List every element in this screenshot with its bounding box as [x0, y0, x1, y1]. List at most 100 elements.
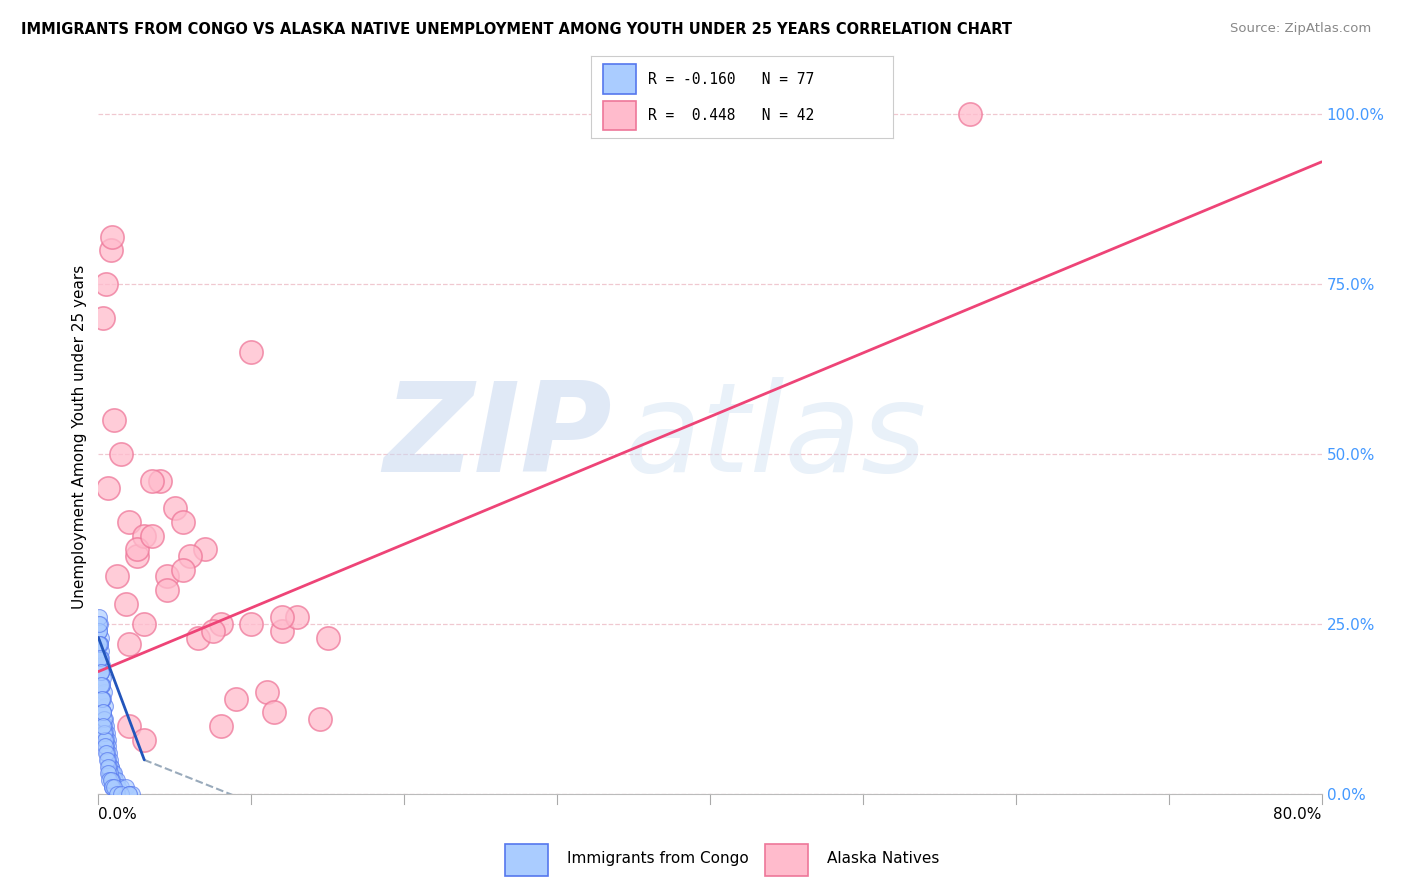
- Point: [93, 685, 115, 699]
- Point: [101, 766, 124, 780]
- Point: [97, 732, 120, 747]
- Point: [93, 698, 115, 713]
- Text: ZIP: ZIP: [384, 376, 612, 498]
- Point: [91, 671, 114, 685]
- Point: [97, 766, 120, 780]
- Point: [118, 637, 141, 651]
- Point: [89, 637, 111, 651]
- Point: [90, 665, 112, 679]
- Point: [98, 773, 121, 788]
- Text: R = -0.160   N = 77: R = -0.160 N = 77: [648, 71, 814, 87]
- Text: atlas: atlas: [624, 376, 927, 498]
- Point: [110, 787, 132, 801]
- Point: [98, 766, 121, 780]
- Point: [94, 277, 117, 292]
- Point: [134, 617, 156, 632]
- Point: [103, 780, 125, 794]
- FancyBboxPatch shape: [603, 64, 636, 94]
- Point: [93, 719, 115, 733]
- Point: [94, 712, 117, 726]
- Point: [89, 624, 111, 638]
- Point: [91, 691, 114, 706]
- Point: [121, 787, 143, 801]
- Point: [256, 685, 278, 699]
- Point: [100, 760, 122, 774]
- Point: [93, 725, 115, 739]
- Point: [97, 760, 120, 774]
- Point: [96, 739, 118, 754]
- Text: 0.0%: 0.0%: [98, 807, 138, 822]
- FancyBboxPatch shape: [505, 844, 548, 876]
- Point: [959, 107, 981, 121]
- Point: [91, 706, 114, 720]
- Point: [89, 651, 111, 665]
- Point: [118, 787, 141, 801]
- Point: [285, 610, 308, 624]
- Point: [115, 597, 138, 611]
- Y-axis label: Unemployment Among Youth under 25 years: Unemployment Among Youth under 25 years: [72, 265, 87, 609]
- Point: [91, 657, 114, 672]
- Point: [163, 501, 186, 516]
- Point: [94, 732, 117, 747]
- Point: [149, 475, 172, 489]
- Point: [134, 528, 156, 542]
- Point: [202, 624, 225, 638]
- Point: [118, 787, 141, 801]
- Point: [309, 712, 332, 726]
- Point: [100, 773, 122, 788]
- Point: [94, 746, 117, 760]
- Point: [118, 719, 141, 733]
- Point: [125, 549, 148, 563]
- Point: [101, 780, 124, 794]
- Text: Alaska Natives: Alaska Natives: [827, 851, 939, 866]
- Point: [87, 617, 110, 632]
- Point: [90, 631, 112, 645]
- Point: [90, 665, 112, 679]
- Point: [90, 644, 112, 658]
- Text: Source: ZipAtlas.com: Source: ZipAtlas.com: [1230, 22, 1371, 36]
- Point: [134, 732, 156, 747]
- Point: [103, 780, 125, 794]
- Point: [90, 678, 112, 692]
- Point: [93, 712, 115, 726]
- Point: [89, 637, 111, 651]
- Point: [97, 739, 120, 754]
- Point: [98, 746, 121, 760]
- Point: [209, 617, 232, 632]
- Point: [110, 447, 132, 461]
- Point: [101, 229, 124, 244]
- Point: [91, 691, 114, 706]
- Point: [89, 617, 111, 632]
- Point: [156, 569, 179, 583]
- Point: [156, 582, 179, 597]
- Point: [101, 780, 124, 794]
- Point: [100, 773, 122, 788]
- Point: [91, 719, 114, 733]
- Point: [90, 651, 112, 665]
- Point: [125, 542, 148, 557]
- Point: [141, 475, 163, 489]
- Point: [105, 787, 128, 801]
- Point: [90, 678, 112, 692]
- Point: [87, 610, 110, 624]
- Point: [316, 631, 339, 645]
- Point: [100, 760, 122, 774]
- Text: R =  0.448   N = 42: R = 0.448 N = 42: [648, 108, 814, 123]
- Point: [187, 631, 209, 645]
- Point: [97, 481, 120, 495]
- Point: [141, 528, 163, 542]
- Point: [118, 515, 141, 529]
- Point: [107, 780, 129, 794]
- Point: [209, 719, 232, 733]
- Point: [103, 766, 125, 780]
- Point: [89, 651, 111, 665]
- Point: [94, 719, 117, 733]
- Point: [97, 760, 120, 774]
- Point: [179, 549, 201, 563]
- FancyBboxPatch shape: [603, 101, 636, 130]
- Point: [97, 753, 120, 767]
- Text: Immigrants from Congo: Immigrants from Congo: [567, 851, 748, 866]
- Point: [115, 780, 138, 794]
- Point: [194, 542, 217, 557]
- Point: [103, 413, 125, 427]
